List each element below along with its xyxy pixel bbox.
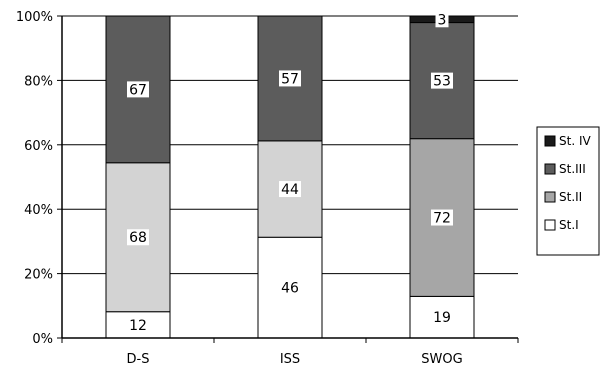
data-label-background bbox=[431, 309, 453, 326]
y-tick-label: 40% bbox=[24, 203, 53, 218]
legend-box bbox=[536, 126, 600, 256]
data-label: 46 bbox=[281, 281, 299, 297]
data-label: 57 bbox=[281, 71, 299, 87]
legend-swatch bbox=[544, 163, 556, 175]
legend-swatch bbox=[544, 219, 556, 231]
data-label: 44 bbox=[281, 182, 299, 198]
data-label: 72 bbox=[433, 211, 451, 227]
x-category-label: ISS bbox=[280, 352, 300, 367]
x-axis-category-labels: D-S ISS SWOG bbox=[127, 352, 463, 367]
data-label-background bbox=[431, 209, 453, 226]
y-axis-tick-labels: 0% 20% 40% 60% 80% 100% bbox=[16, 10, 53, 347]
data-label-background bbox=[127, 229, 149, 246]
legend-label: St.III bbox=[559, 162, 586, 176]
data-label-background bbox=[431, 72, 453, 89]
axes bbox=[61, 16, 519, 343]
bars: 12 68 67 46 44 57 19 72 53 3 bbox=[105, 11, 475, 339]
data-label-background bbox=[279, 279, 301, 296]
legend[interactable]: St. IV St.III St.II St.I bbox=[536, 126, 600, 256]
data-label: 12 bbox=[129, 318, 147, 334]
legend-label: St.II bbox=[559, 190, 582, 204]
data-label: 3 bbox=[438, 12, 447, 28]
data-label: 67 bbox=[129, 82, 147, 98]
x-category-label: D-S bbox=[127, 352, 150, 367]
y-tick-label: 20% bbox=[24, 268, 53, 283]
y-tick-label: 0% bbox=[32, 332, 53, 347]
data-label-background bbox=[279, 70, 301, 87]
x-category-label: SWOG bbox=[421, 352, 462, 367]
data-label: 68 bbox=[129, 230, 147, 246]
data-label: 19 bbox=[433, 310, 451, 326]
data-label-background bbox=[127, 316, 149, 333]
data-label: 53 bbox=[433, 74, 451, 90]
legend-swatch bbox=[544, 135, 556, 147]
y-tick-label: 100% bbox=[16, 10, 53, 25]
legend-label: St. IV bbox=[559, 134, 591, 148]
y-tick-label: 80% bbox=[24, 74, 53, 89]
y-tick-label: 60% bbox=[24, 139, 53, 154]
data-label-background bbox=[435, 11, 449, 28]
legend-label: St.I bbox=[559, 218, 579, 232]
legend-swatch bbox=[544, 191, 556, 203]
data-label-background bbox=[279, 181, 301, 198]
data-label-background bbox=[127, 81, 149, 98]
